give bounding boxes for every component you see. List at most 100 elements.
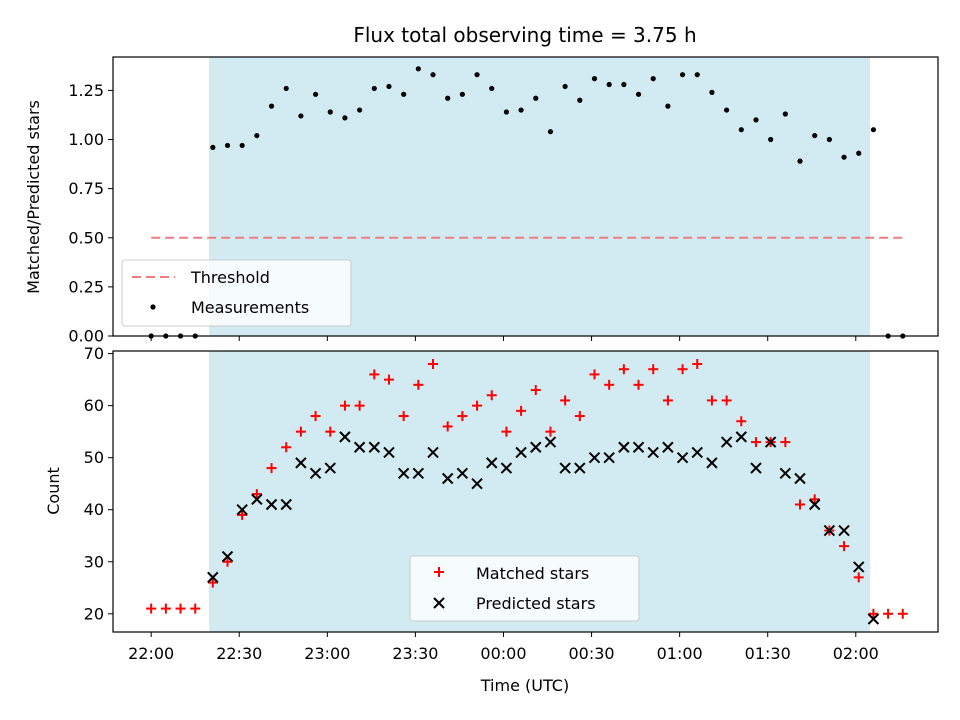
matched-star-point: [618, 364, 629, 375]
bottom-x-tick-label: 01:30: [745, 644, 791, 663]
predicted-star-point: [309, 467, 322, 479]
measurement-point: [327, 109, 333, 115]
predicted-marker-b: [574, 462, 586, 474]
measurement-point: [797, 158, 803, 164]
matched-star-point: [190, 603, 201, 614]
predicted-marker-b: [280, 498, 292, 511]
measurement-point: [679, 72, 686, 78]
matched-star-point: [222, 556, 233, 567]
predicted-marker-b: [823, 524, 836, 537]
predicted-marker-b: [486, 457, 498, 469]
predicted-star-point: [397, 467, 410, 479]
matched-star-point: [897, 608, 908, 619]
matched-star-point: [237, 509, 248, 520]
predicted-marker-b: [236, 504, 248, 516]
measurement-point: [812, 132, 818, 139]
predicted-marker-b: [471, 477, 483, 490]
top-y-tick-label: 0.75: [68, 179, 104, 198]
predicted-star-point: [236, 504, 248, 516]
predicted-marker-b: [412, 467, 425, 479]
measurement-point: [268, 103, 275, 109]
legend-measurements-label: Measurements: [191, 298, 309, 317]
bottom-legend-box: [409, 555, 640, 622]
predicted-star-point: [676, 451, 689, 464]
predicted-star-point: [794, 472, 806, 485]
bottom-panel: 20 30 40 50 60 70 22:00 22:30 23:00 23:30 00:00 00…: [44, 344, 939, 695]
matched-star-point: [736, 416, 747, 427]
measurement-point: [724, 107, 730, 113]
measurement-point: [826, 136, 832, 143]
predicted-star-point: [221, 550, 234, 563]
measurement-point: [489, 85, 495, 92]
measurement-point: [518, 107, 524, 113]
measurement-point: [577, 97, 583, 103]
chart-title: Flux total observing time = 3.75 h: [353, 23, 696, 47]
top-y-tick-label: 1.25: [68, 81, 104, 100]
measurement-point: [694, 72, 700, 78]
predicted-star-point: [808, 498, 821, 511]
matched-star-point: [325, 426, 336, 437]
predicted-star-point: [823, 524, 836, 537]
bottom-x-tick-label: 00:30: [569, 644, 615, 663]
predicted-star-point: [530, 441, 542, 453]
predicted-marker-b: [309, 467, 322, 479]
measurement-point: [768, 136, 774, 143]
bottom-y-axis-label: Count: [44, 467, 63, 515]
predicted-star-point: [838, 524, 850, 537]
predicted-star-point: [500, 462, 513, 474]
bottom-y-tick-label: 20: [84, 604, 104, 623]
matched-star-point: [780, 437, 791, 448]
measurement-point: [445, 95, 451, 101]
predicted-star-point: [427, 446, 439, 459]
matched-star-point: [281, 442, 292, 453]
predicted-star-point: [456, 467, 469, 479]
predicted-marker-b: [441, 472, 454, 485]
measurement-point: [606, 81, 612, 88]
matched-star-point: [530, 385, 541, 396]
predicted-marker-b: [265, 498, 278, 511]
predicted-stars-series: [207, 431, 880, 625]
matched-star-point: [604, 379, 615, 390]
measurement-point: [841, 154, 847, 160]
predicted-marker-b: [588, 451, 601, 464]
measurement-point: [709, 89, 715, 95]
predicted-marker-b: [324, 462, 336, 474]
matched-star-point: [354, 400, 365, 411]
predicted-star-point: [295, 457, 307, 469]
bottom-legend: Matched stars Predicted stars: [409, 555, 640, 622]
measurement-point: [459, 91, 465, 97]
matched-star-point: [662, 395, 673, 406]
matched-star-point: [295, 426, 306, 437]
predicted-star-point: [735, 431, 747, 443]
top-legend: Threshold Measurements: [121, 259, 352, 327]
measurement-point: [254, 132, 260, 139]
measurement-point: [562, 83, 568, 90]
matched-star-point: [369, 369, 380, 380]
predicted-marker-b: [515, 446, 527, 459]
measurement-point: [503, 109, 510, 115]
bottom-y-tick-label: 60: [84, 396, 104, 415]
matched-star-point: [457, 411, 468, 422]
predicted-marker-b: [221, 550, 234, 563]
predicted-marker-b: [383, 446, 395, 459]
measurement-point: [312, 91, 319, 97]
measurement-point: [357, 107, 363, 113]
matched-star-point: [266, 463, 277, 474]
measurement-point: [430, 72, 436, 78]
top-y-ticks: 0.00 0.25 0.50 0.75 1.00 1.25: [68, 81, 113, 346]
predicted-star-point: [574, 462, 586, 474]
matched-star-point: [633, 379, 644, 390]
bottom-y-tick-label: 30: [84, 552, 104, 571]
top-y-tick-label: 1.00: [68, 130, 104, 149]
predicted-marker-b: [838, 524, 850, 537]
measurement-point: [298, 113, 304, 119]
predicted-marker-b: [559, 462, 571, 474]
measurement-point: [738, 127, 744, 133]
legend-predicted-swatch: [433, 597, 445, 609]
measurement-point: [210, 144, 216, 150]
matched-star-point: [545, 426, 556, 437]
predicted-star-point: [515, 446, 527, 459]
matched-star-point: [175, 603, 186, 614]
predicted-marker-b: [368, 441, 381, 453]
